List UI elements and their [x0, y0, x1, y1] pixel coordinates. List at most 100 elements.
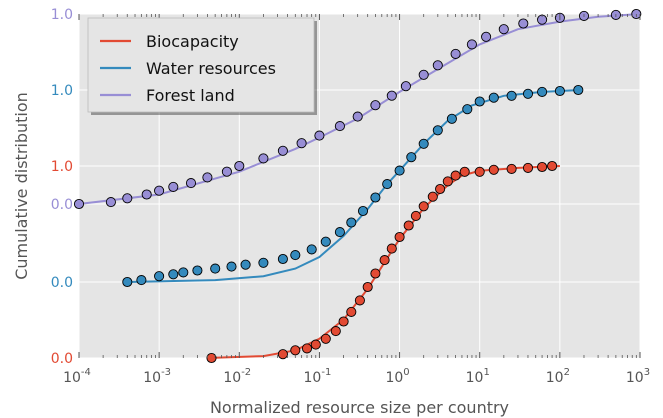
data-point — [554, 85, 565, 97]
y-tick-label: 1.0 — [51, 7, 73, 23]
data-point — [537, 86, 548, 97]
data-point — [386, 90, 397, 101]
x-tick-label: 101 — [466, 367, 490, 386]
data-points — [73, 8, 642, 364]
data-point — [277, 349, 288, 360]
data-point — [450, 170, 461, 181]
data-point — [301, 343, 313, 354]
data-point — [446, 113, 457, 124]
data-point — [432, 60, 443, 71]
y-tick-label: 1.0 — [51, 159, 73, 175]
y-axis-ticks: 0.0 0.0 0.0 1.0 1.0 1.0 — [51, 7, 73, 367]
data-point — [334, 121, 345, 132]
data-point — [462, 104, 473, 115]
data-point — [386, 243, 397, 254]
data-point — [394, 231, 405, 243]
data-point — [136, 275, 147, 286]
data-point — [382, 179, 393, 190]
series-biocapacity — [206, 160, 558, 364]
x-tick-label: 100 — [385, 367, 409, 386]
data-point — [334, 227, 345, 238]
data-point — [488, 92, 499, 103]
x-tick-label: 103 — [626, 367, 650, 386]
y-tick-label: 0.0 — [51, 351, 73, 367]
legend-label: Forest land — [146, 86, 235, 105]
data-point — [474, 166, 485, 177]
data-point — [352, 111, 363, 122]
data-point — [154, 185, 165, 196]
data-point — [403, 220, 414, 231]
data-point — [202, 172, 213, 183]
legend-box — [87, 17, 315, 113]
data-point — [573, 84, 584, 96]
data-point — [221, 166, 232, 177]
data-point — [522, 162, 534, 173]
data-point — [154, 271, 165, 282]
data-point — [362, 281, 373, 293]
data-point — [296, 138, 307, 149]
data-point — [122, 276, 133, 288]
data-point — [168, 269, 179, 280]
data-point — [320, 333, 331, 344]
data-point — [320, 236, 331, 247]
data-point — [450, 48, 461, 59]
data-point — [122, 193, 133, 204]
data-point — [394, 165, 405, 176]
x-tick-label: 10-4 — [63, 367, 91, 386]
data-point — [192, 265, 203, 276]
data-point — [466, 39, 477, 50]
y-tick-label: 0.0 — [51, 275, 73, 291]
data-point — [498, 24, 509, 35]
x-axis-title: Normalized resource size per country — [210, 398, 509, 417]
data-point — [370, 192, 381, 203]
data-point — [178, 267, 189, 278]
data-point — [418, 201, 429, 212]
data-point — [522, 88, 534, 99]
data-point — [410, 210, 421, 221]
data-point — [379, 255, 390, 266]
data-point — [357, 205, 369, 217]
data-point — [330, 326, 341, 337]
data-point — [234, 160, 245, 172]
legend-label: Biocapacity — [146, 32, 239, 51]
data-point — [206, 352, 217, 364]
legend: Biocapacity Water resources Forest land — [87, 17, 317, 115]
data-point — [547, 160, 558, 172]
data-point — [442, 176, 453, 187]
data-point — [435, 183, 446, 195]
data-point — [141, 189, 152, 200]
data-point — [73, 198, 85, 210]
data-point — [290, 345, 301, 356]
legend-label: Water resources — [146, 59, 276, 78]
data-point — [290, 250, 301, 261]
data-point — [310, 339, 321, 350]
x-tick-label: 10-1 — [304, 367, 332, 386]
data-point — [354, 295, 365, 306]
data-point — [226, 261, 237, 272]
data-point — [537, 161, 548, 173]
data-point — [258, 257, 269, 268]
data-point — [370, 100, 381, 111]
data-point — [240, 259, 251, 270]
series-forest-land — [73, 8, 642, 210]
data-point — [105, 197, 116, 208]
data-point — [346, 217, 357, 228]
data-point — [346, 306, 357, 317]
x-tick-label: 10-2 — [223, 367, 251, 386]
data-point — [406, 152, 417, 163]
data-point — [432, 125, 443, 136]
x-tick-label: 102 — [546, 367, 570, 386]
data-point — [277, 253, 288, 265]
data-point — [277, 145, 288, 156]
x-axis-ticks: 10-4 10-3 10-2 10-1 100 101 102 103 — [63, 14, 650, 386]
data-point — [418, 69, 429, 80]
data-point — [459, 166, 470, 177]
data-point — [506, 90, 517, 101]
y-axis-title: Cumulative distribution — [12, 92, 31, 280]
data-point — [370, 268, 381, 279]
data-point — [427, 191, 438, 202]
data-point — [474, 96, 485, 107]
data-point — [488, 164, 499, 175]
